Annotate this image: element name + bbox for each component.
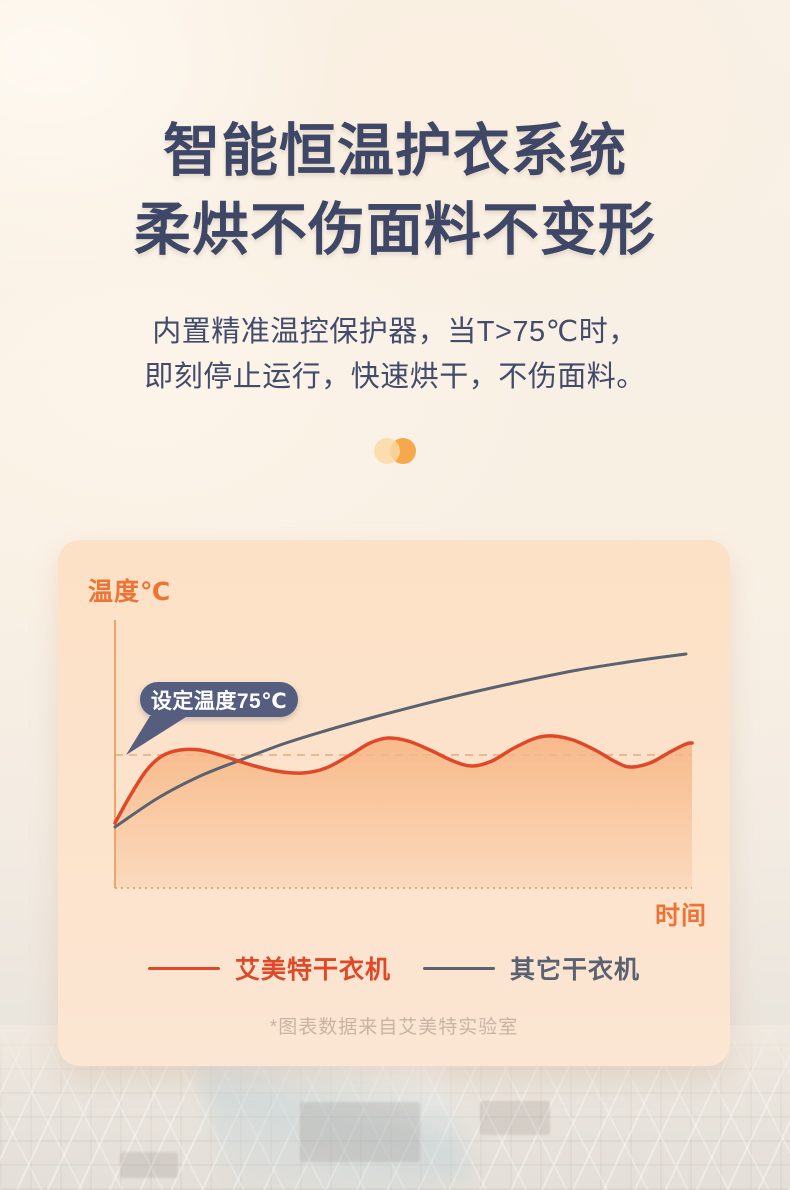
pcb-chip-shape — [300, 1102, 420, 1162]
page-subtitle-line-1: 内置精准温控保护器，当T>75℃时， — [152, 316, 638, 348]
page-title-line-1: 智能恒温护衣系统 — [163, 119, 627, 183]
page-subtitle: 内置精准温控保护器，当T>75℃时， 即刻停止运行，快速烘干，不伤面料。 — [0, 310, 790, 400]
dot-decoration — [0, 438, 790, 464]
page-title-line-2: 柔烘不伤面料不变形 — [134, 197, 656, 262]
legend-item-airmate: 艾美特干衣机 — [147, 950, 391, 986]
page-subtitle-line-2: 即刻停止运行，快速烘干，不伤面料。 — [144, 360, 646, 393]
pcb-chip-shape — [120, 1152, 178, 1178]
page-title: 智能恒温护衣系统 柔烘不伤面料不变形 — [0, 112, 790, 269]
chart-legend: 艾美特干衣机 其它干衣机 — [58, 950, 730, 986]
y-axis-label: 温度℃ — [88, 578, 172, 606]
x-axis-label: 时间 — [655, 902, 708, 930]
chart-footnote: *图表数据来自艾美特实验室 — [269, 1017, 519, 1038]
airmate-curve-area-fill — [115, 735, 692, 888]
legend-item-other: 其它干衣机 — [423, 950, 640, 986]
other-dryer-curve — [113, 652, 688, 829]
callout-tail — [126, 716, 186, 755]
legend-label-other: 其它干衣机 — [510, 956, 641, 984]
set-temperature-callout: 设定温度75℃ — [140, 682, 298, 717]
legend-swatch-airmate — [147, 966, 220, 970]
airmate-dryer-curve — [113, 734, 694, 825]
legend-label-airmate: 艾美特干衣机 — [234, 956, 391, 984]
chart-card: 温度℃ 时间 设定温度75℃ 艾美特干衣机 其它干衣机 *图表数据来自艾美特实验… — [58, 540, 730, 1066]
decor-dot-light — [374, 438, 400, 464]
legend-swatch-other — [423, 966, 495, 970]
temperature-line-chart — [113, 620, 694, 889]
pcb-chip-shape — [480, 1101, 550, 1135]
